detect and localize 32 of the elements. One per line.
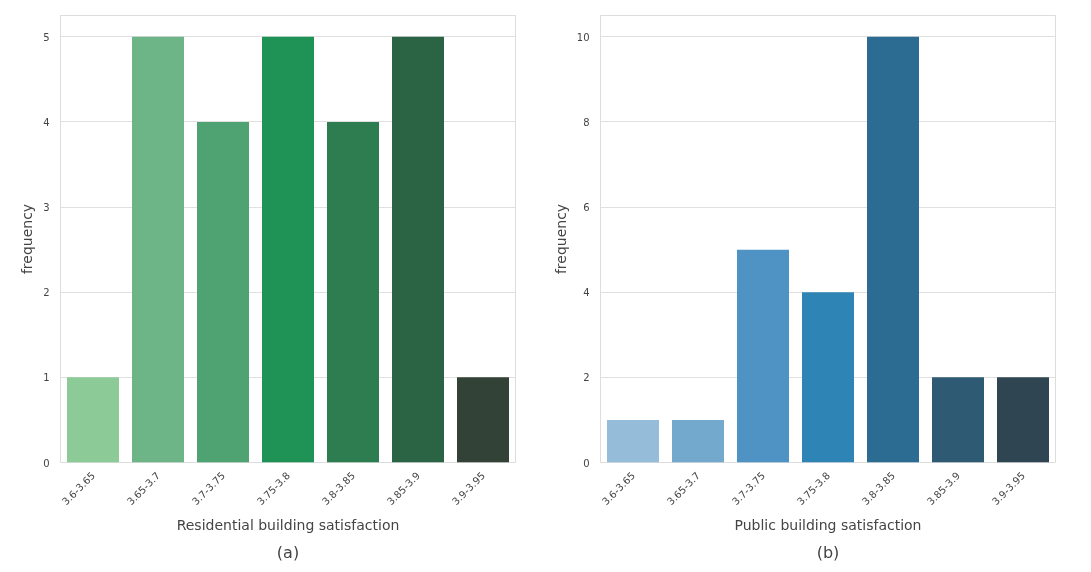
bar bbox=[327, 121, 379, 463]
text: (b) bbox=[816, 542, 840, 562]
y-tick-label: 10 bbox=[576, 31, 590, 43]
bar bbox=[997, 377, 1049, 463]
bar bbox=[262, 36, 314, 463]
text: (a) bbox=[276, 542, 300, 562]
y-tick-label: 6 bbox=[583, 202, 590, 214]
y-tick-label: 0 bbox=[583, 457, 590, 469]
y-tick-label: 1 bbox=[43, 372, 50, 384]
y-tick-label: 0 bbox=[43, 457, 50, 469]
y-tick-label: 2 bbox=[43, 287, 50, 299]
bar bbox=[932, 377, 984, 463]
y-tick-label: 8 bbox=[583, 116, 590, 128]
bar bbox=[457, 377, 509, 463]
bar bbox=[672, 419, 724, 463]
bar bbox=[867, 36, 919, 463]
x-axis-title: Public building satisfaction bbox=[734, 516, 922, 533]
x-axis-title: Residential building satisfaction bbox=[176, 516, 400, 533]
bar bbox=[67, 377, 119, 463]
y-tick-label: 2 bbox=[583, 372, 590, 384]
bar bbox=[392, 36, 444, 463]
y-axis-title: frequency bbox=[19, 203, 36, 275]
y-tick-label: 4 bbox=[43, 116, 50, 128]
bar bbox=[132, 36, 184, 463]
bar bbox=[802, 292, 854, 463]
y-tick-label: 4 bbox=[583, 287, 590, 299]
y-tick-label: 3 bbox=[43, 202, 50, 214]
bar bbox=[197, 121, 249, 463]
y-axis-title: frequency bbox=[552, 203, 569, 275]
bar bbox=[607, 419, 659, 463]
bar bbox=[737, 249, 789, 463]
y-tick-label: 5 bbox=[43, 31, 50, 43]
